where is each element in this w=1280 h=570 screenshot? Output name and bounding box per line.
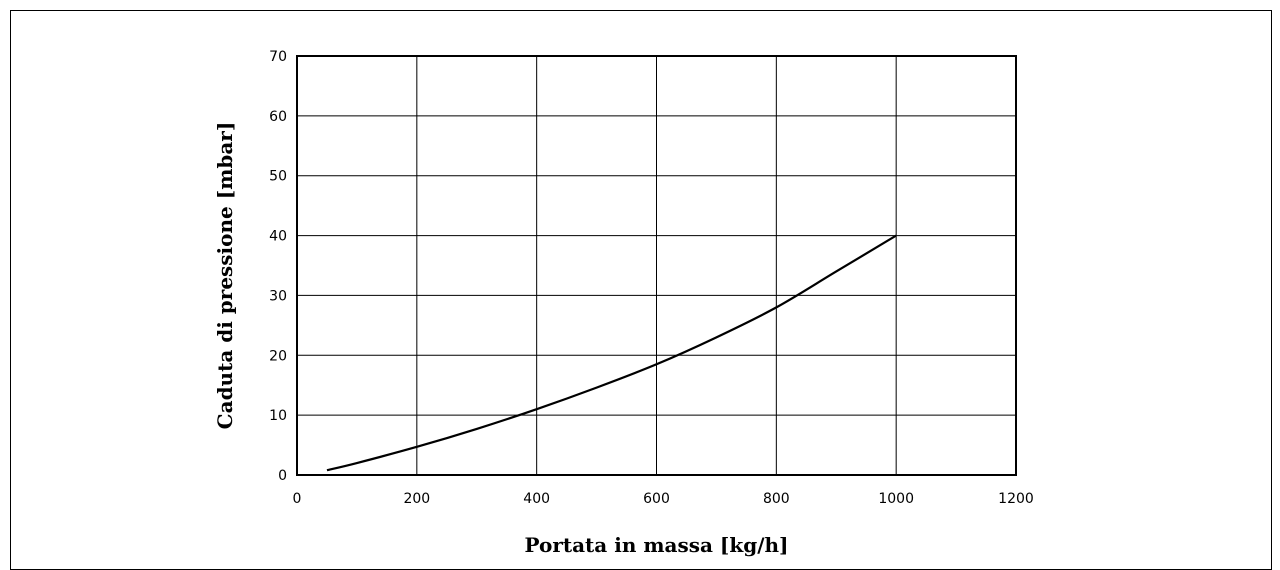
y-tick-label: 30 [269, 288, 287, 304]
y-axis-label: Caduta di pressione [mbar] [213, 122, 237, 430]
pressure-drop-chart: 0 200 400 600 800 1000 1200 0 10 20 30 40 50 60 70 Po… [213, 49, 1034, 557]
x-tick-label: 600 [643, 491, 670, 507]
plot-border [296, 55, 1017, 476]
series-line [326, 234, 897, 472]
y-tick-labels: 0 10 20 30 40 50 60 70 [269, 49, 287, 484]
y-tick-label: 60 [269, 109, 287, 125]
grid [296, 55, 1017, 476]
y-tick-label: 0 [278, 468, 287, 484]
x-tick-label: 1000 [878, 491, 914, 507]
y-tick-label: 20 [269, 348, 287, 364]
x-tick-label: 400 [523, 491, 550, 507]
x-tick-label: 1200 [998, 491, 1034, 507]
x-tick-label: 200 [403, 491, 430, 507]
x-axis-label: Portata in massa [kg/h] [524, 533, 788, 557]
y-tick-label: 50 [269, 169, 287, 185]
y-tick-label: 10 [269, 408, 287, 424]
y-tick-label: 40 [269, 229, 287, 245]
y-tick-label: 70 [269, 49, 287, 65]
x-tick-label: 800 [763, 491, 790, 507]
x-tick-labels: 0 200 400 600 800 1000 1200 [293, 491, 1034, 507]
x-tick-label: 0 [293, 491, 302, 507]
